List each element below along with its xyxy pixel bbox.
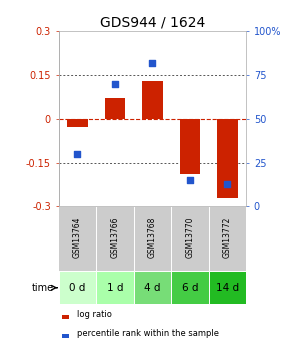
Point xyxy=(75,151,80,157)
Bar xyxy=(209,272,246,304)
Point xyxy=(113,81,117,86)
Bar xyxy=(59,272,96,304)
Text: 1 d: 1 d xyxy=(107,283,123,293)
Bar xyxy=(180,119,200,174)
Bar xyxy=(105,98,125,119)
Bar xyxy=(62,334,69,338)
Text: GSM13764: GSM13764 xyxy=(73,217,82,258)
Bar xyxy=(217,119,238,198)
Text: time: time xyxy=(32,283,54,293)
Point xyxy=(225,181,230,186)
Point xyxy=(150,60,155,65)
Bar xyxy=(171,272,209,304)
Text: GSM13772: GSM13772 xyxy=(223,217,232,258)
Bar xyxy=(134,272,171,304)
Text: 4 d: 4 d xyxy=(144,283,161,293)
Text: GSM13770: GSM13770 xyxy=(185,217,194,258)
Bar xyxy=(96,272,134,304)
Bar xyxy=(67,119,88,127)
Text: 14 d: 14 d xyxy=(216,283,239,293)
Text: 0 d: 0 d xyxy=(69,283,86,293)
Point xyxy=(188,177,192,183)
Text: log ratio: log ratio xyxy=(77,310,112,319)
Text: 6 d: 6 d xyxy=(182,283,198,293)
Bar xyxy=(62,315,69,319)
Bar xyxy=(142,81,163,119)
Text: percentile rank within the sample: percentile rank within the sample xyxy=(77,329,219,338)
Text: GSM13766: GSM13766 xyxy=(110,217,119,258)
Title: GDS944 / 1624: GDS944 / 1624 xyxy=(100,16,205,30)
Text: GSM13768: GSM13768 xyxy=(148,217,157,258)
